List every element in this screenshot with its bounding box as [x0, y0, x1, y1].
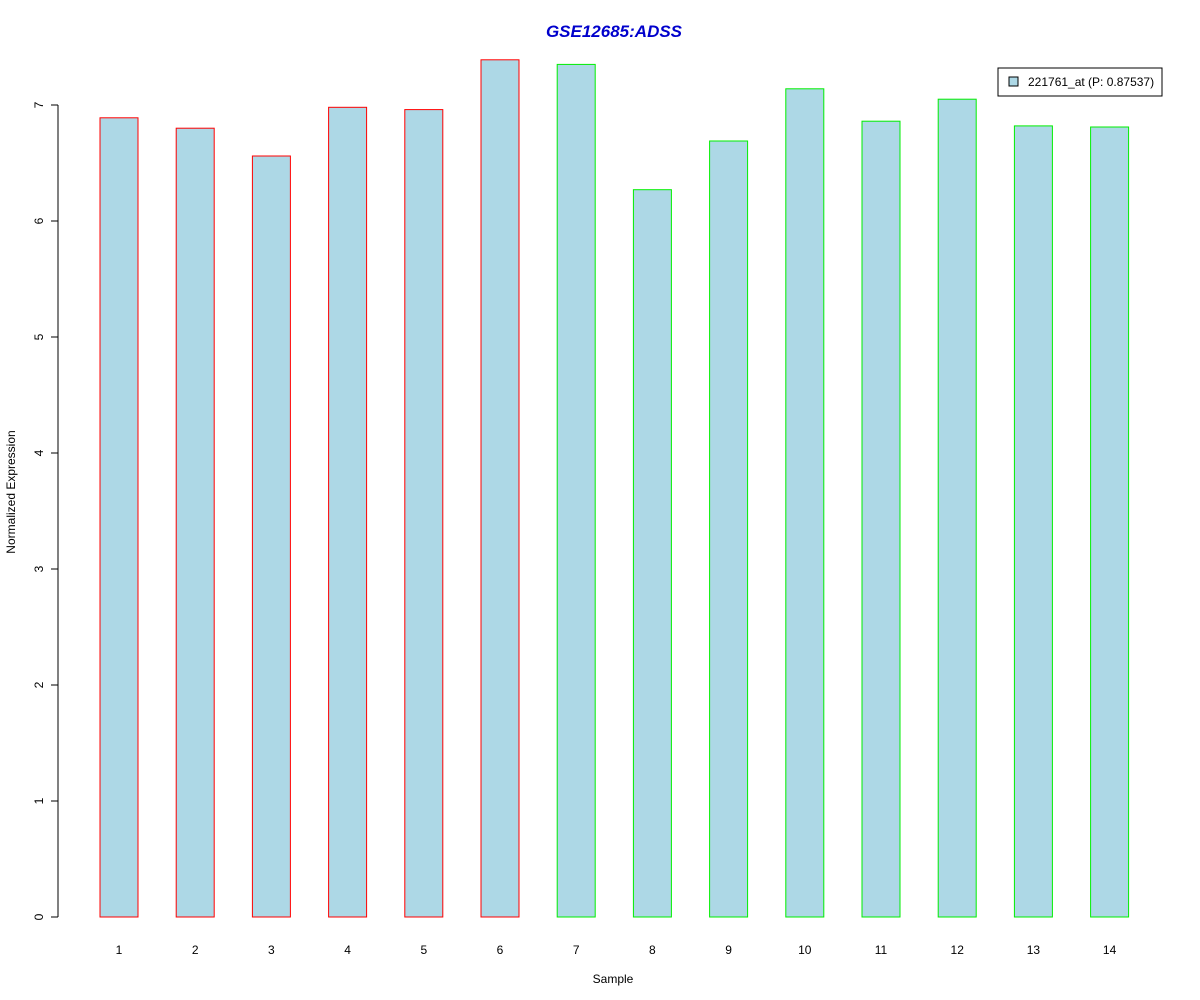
y-tick-label: 0: [32, 913, 46, 920]
x-tick-label: 14: [1103, 943, 1117, 957]
bar-sample-5: [404, 109, 444, 918]
bar-sample-8: [632, 189, 672, 918]
legend-box: [997, 67, 1163, 97]
bar-sample-11: [861, 120, 901, 918]
x-tick-label: 10: [798, 943, 812, 957]
bar-sample-9: [709, 140, 749, 918]
legend: 221761_at (P: 0.87537): [997, 67, 1163, 97]
bar-sample-3: [251, 155, 291, 918]
bar-sample-4: [328, 106, 368, 918]
bar-sample-7: [556, 63, 596, 918]
x-tick-label: 4: [344, 943, 351, 957]
x-tick-label: 5: [420, 943, 427, 957]
y-tick-label: 2: [32, 681, 46, 688]
x-axis-title: Sample: [593, 972, 634, 986]
bars-group: [99, 59, 1130, 918]
x-tick-label: 8: [649, 943, 656, 957]
x-tick-label: 12: [951, 943, 965, 957]
bar-sample-13: [1013, 125, 1053, 918]
y-tick-label: 5: [32, 333, 46, 340]
x-tick-label: 7: [573, 943, 580, 957]
x-tick-label: 13: [1027, 943, 1041, 957]
bar-sample-10: [785, 88, 825, 918]
bar-sample-2: [175, 127, 215, 918]
x-tick-label: 9: [725, 943, 732, 957]
y-tick-label: 4: [32, 449, 46, 456]
y-tick-label: 6: [32, 217, 46, 224]
x-tick-label: 2: [192, 943, 199, 957]
bar-sample-12: [937, 98, 977, 918]
x-tick-label: 11: [875, 943, 888, 957]
bar-sample-14: [1090, 126, 1130, 918]
bar-sample-6: [480, 59, 520, 918]
x-tick-labels: 1 2 3 4 5 6 7 8 9 10 11 12 13 14: [116, 943, 1117, 957]
chart-title: GSE12685:ADSS: [546, 22, 683, 41]
y-tick-label: 3: [32, 565, 46, 572]
legend-label: 221761_at (P: 0.87537): [1028, 75, 1154, 89]
x-tick-label: 3: [268, 943, 275, 957]
y-axis: 0 1 2 3 4 5 6 7: [32, 101, 59, 920]
legend-swatch: [1008, 76, 1019, 87]
bar-sample-1: [99, 117, 139, 918]
y-axis-title: Normalized Expression: [4, 430, 18, 553]
x-tick-label: 1: [116, 943, 123, 957]
y-tick-label: 1: [32, 797, 46, 804]
y-tick-label: 7: [32, 101, 46, 108]
x-tick-label: 6: [497, 943, 504, 957]
